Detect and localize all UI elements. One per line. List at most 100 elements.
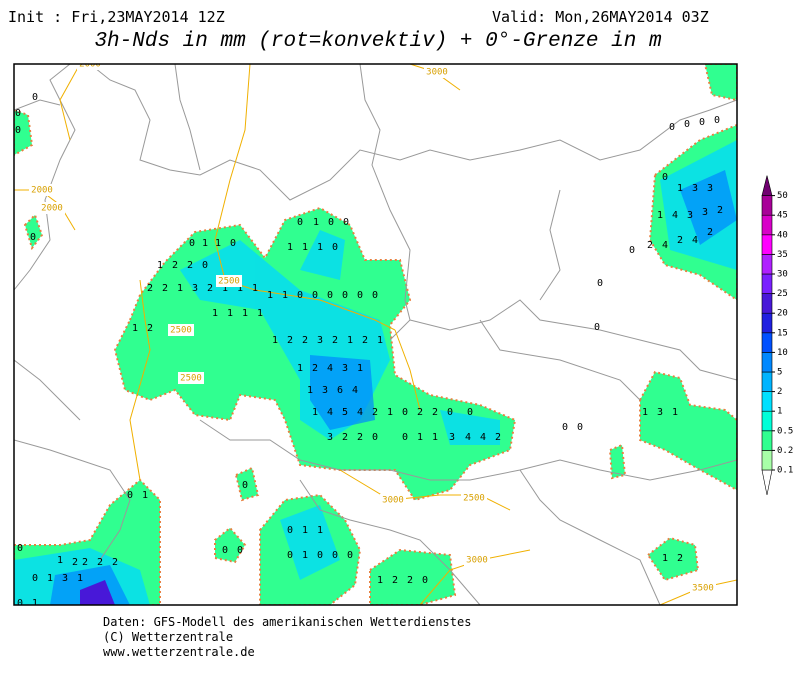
grid-value: 0: [17, 598, 23, 609]
colorbar-swatch: [761, 430, 773, 451]
grid-value: 0: [577, 422, 583, 433]
contour-label: 3500: [692, 584, 714, 594]
grid-value: 0: [422, 575, 428, 586]
grid-value: 0: [189, 238, 195, 249]
contour-label-bg: [178, 372, 204, 384]
grid-value: 3: [657, 407, 663, 418]
grid-value: 3: [702, 207, 708, 218]
colorbar-swatch: [761, 391, 773, 412]
heavy-precip: [50, 170, 737, 605]
grid-value: 1: [77, 573, 83, 584]
colorbar-label: 50: [777, 191, 788, 201]
grid-value: 3: [62, 573, 68, 584]
grid-value: 4: [480, 432, 486, 443]
grid-value: 0: [312, 290, 318, 301]
colorbar-swatch: [761, 312, 773, 334]
grid-value: 2: [357, 432, 363, 443]
contour-label: 2000: [31, 186, 53, 196]
grid-value: 0: [372, 290, 378, 301]
colorbar-swatch: [761, 410, 773, 432]
contour-label-bg: [29, 184, 55, 196]
grid-value: 1: [642, 407, 648, 418]
grid-value: 0: [287, 550, 293, 561]
grid-value: 1: [282, 290, 288, 301]
grid-value: 2: [647, 240, 653, 251]
grid-value: 2: [495, 432, 501, 443]
grid-value: 1: [377, 575, 383, 586]
grid-value: 0: [297, 217, 303, 228]
grid-value: 0: [402, 407, 408, 418]
grid-value: 1: [347, 335, 353, 346]
contour-label-bg: [464, 554, 490, 566]
grid-value: 3: [317, 335, 323, 346]
colorbar-swatch: [761, 450, 773, 471]
grid-value: 2: [312, 363, 318, 374]
grid-value: 1: [237, 283, 243, 294]
colorbar-label: 1: [777, 407, 782, 417]
grid-value: 2: [147, 323, 153, 334]
grid-value: 1: [215, 238, 221, 249]
grid-value: 0: [32, 92, 38, 103]
borders: [14, 64, 737, 605]
colorbar-label: 35: [777, 250, 788, 260]
colorbar-label: 5: [777, 368, 782, 378]
grid-value: 1: [302, 525, 308, 536]
grid-value: 0: [342, 290, 348, 301]
grid-value: 4: [465, 432, 471, 443]
colorbar-swatch: [761, 293, 773, 314]
contour-label-bg: [77, 64, 103, 70]
map-title: 3h-Nds in mm (rot=konvektiv) + 0°-Grenze…: [94, 30, 661, 53]
colorbar-high: [761, 175, 773, 196]
colorbar-label: 2: [777, 387, 782, 397]
grid-value: 1: [312, 407, 318, 418]
colorbar-low: [761, 469, 773, 496]
grid-value: 1: [222, 283, 228, 294]
grid-value: 1: [657, 210, 663, 221]
grid-value: 2: [82, 557, 88, 568]
colorbar-swatch: [761, 332, 773, 353]
grid-value: 2: [72, 557, 78, 568]
grid-value: 6: [337, 385, 343, 396]
grid-value: 1: [252, 283, 258, 294]
peak-precip: [80, 580, 115, 605]
grid-value: 2: [97, 557, 103, 568]
colorbar-label: 30: [777, 270, 788, 280]
colorbar-swatch: [761, 254, 773, 275]
grid-value: 1: [357, 363, 363, 374]
grid-value: 1: [307, 385, 313, 396]
grid-value: 1: [257, 308, 263, 319]
grid-value: 0: [684, 119, 690, 130]
grid-value: 0: [597, 278, 603, 289]
grid-value: 2: [677, 235, 683, 246]
grid-value: 0: [317, 550, 323, 561]
grid-value: 0: [343, 217, 349, 228]
contour-label-bg: [424, 66, 450, 78]
contour-label-bg: [39, 202, 65, 214]
colorbar-swatch: [761, 214, 773, 236]
grid-value: 1: [212, 308, 218, 319]
contour-label: 2500: [180, 374, 202, 384]
grid-value: 0: [669, 122, 675, 133]
grid-value: 1: [267, 290, 273, 301]
contour-label-bg: [168, 324, 194, 336]
contour-label: 2500: [170, 326, 192, 336]
grid-value: 3: [342, 363, 348, 374]
footer-line: Daten: GFS-Modell des amerikanischen Wet…: [103, 615, 471, 629]
colorbar-swatch: [761, 273, 773, 294]
grid-value: 0: [230, 238, 236, 249]
grid-value: 0: [402, 432, 408, 443]
colorbar-label: 45: [777, 211, 788, 221]
grid-value: 0: [222, 545, 228, 556]
valid-time: Valid: Mon,26MAY2014 03Z: [492, 8, 709, 26]
grid-value: 0: [297, 290, 303, 301]
grid-value: 2: [162, 283, 168, 294]
grid-value: 0: [594, 322, 600, 333]
grid-value: 4: [672, 210, 678, 221]
grid-value: 0: [372, 432, 378, 443]
grid-value: 0: [17, 543, 23, 554]
colorbar-swatch: [761, 371, 773, 392]
colorbar-label: 15: [777, 328, 788, 338]
grid-value: 3: [192, 283, 198, 294]
grid-value: 1: [142, 490, 148, 501]
